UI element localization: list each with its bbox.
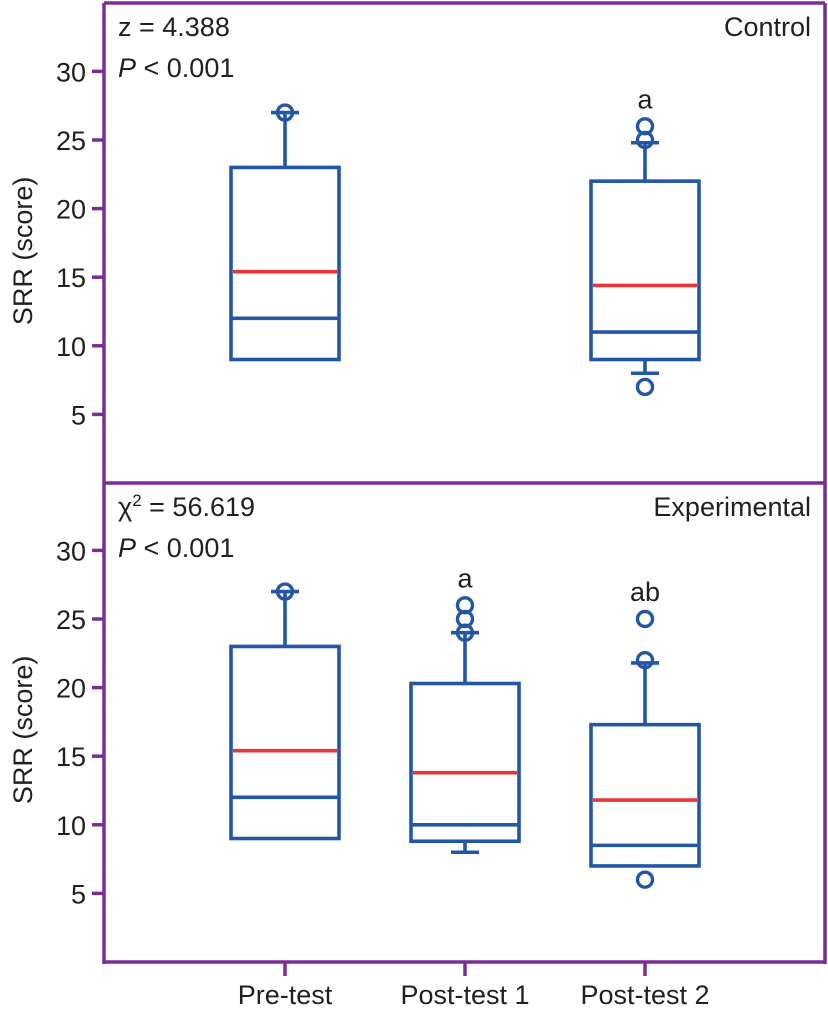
y-tick-label: 25 [56,126,86,156]
significance-label: ab [630,577,660,607]
box-iqr [589,179,701,362]
stat-p-value: P < 0.001 [118,53,234,83]
x-tick-label: Pre-test [238,980,333,1010]
y-tick-label: 20 [56,674,86,704]
y-tick-label: 15 [56,742,86,772]
outlier-point [455,623,475,642]
y-tick-label: 5 [71,879,86,909]
box-post-test-2: a [589,84,701,397]
box-post-test-1: a [409,563,521,855]
stat-value: = 56.619 [142,492,255,522]
y-tick-label: 30 [56,536,86,566]
y-tick-label: 30 [56,57,86,87]
box-iqr [229,644,341,841]
panel-control: 5 10 15 20 25 30 SRR (score) z = 4.388 P < 0.001… [8,12,811,430]
y-tick-label: 15 [56,263,86,293]
y-tick-label: 5 [71,400,86,430]
outlier-point [635,609,655,629]
y-axis-title: SRR (score) [8,177,38,326]
box-pre-test [229,582,341,841]
p-symbol: P [118,533,136,563]
stat-p-value: P < 0.001 [118,533,234,563]
frame-layer: Pre-test Post-test 1 Post-test 2 [102,1,827,1010]
y-tick-label: 10 [56,332,86,362]
panel-label: Control [724,12,811,42]
outlier-point [635,870,655,889]
stat-statistic: z = 4.388 [118,12,230,42]
outlier-point [635,650,655,670]
p-text: < 0.001 [136,53,234,83]
x-tick-label: Post-test 2 [580,980,709,1010]
box-pre-test [229,103,341,362]
box-iqr [229,165,341,362]
box-post-test-2: ab [589,577,701,889]
p-text: < 0.001 [136,533,234,563]
box-iqr [589,722,701,868]
x-tick-label: Post-test 1 [400,980,529,1010]
outlier-point [275,582,295,601]
box-iqr [409,681,521,844]
panel-label: Experimental [653,492,811,522]
significance-label: a [457,563,473,593]
stat-superscript: 2 [132,491,141,510]
significance-label: a [637,84,653,114]
outlier-point [635,130,655,150]
y-tick-label: 20 [56,195,86,225]
stat-statistic: χ2 = 56.619 [118,491,255,522]
y-axis-title: SRR (score) [8,656,38,805]
stat-symbol: z [118,12,132,42]
stat-value: = 4.388 [132,12,230,42]
outlier-point [635,377,655,397]
stat-symbol: χ [118,492,132,522]
outlier-point [275,103,295,122]
y-tick-label: 25 [56,605,86,635]
y-tick-label: 10 [56,811,86,841]
p-symbol: P [118,53,136,83]
